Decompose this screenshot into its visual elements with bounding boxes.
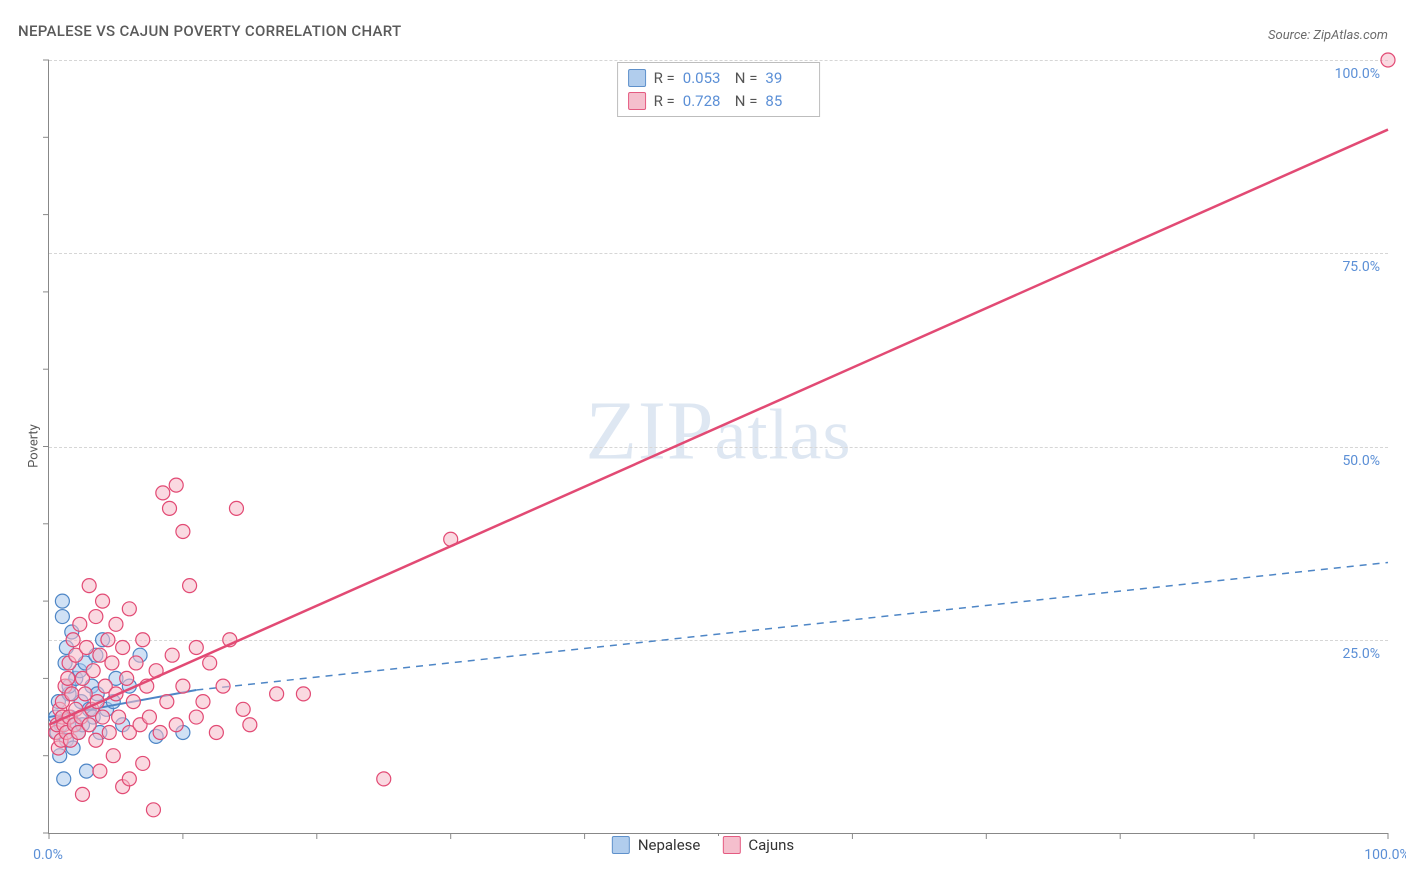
swatch-cajuns — [628, 92, 646, 110]
chart-container: NEPALESE VS CAJUN POVERTY CORRELATION CH… — [0, 0, 1406, 892]
y-tick-label: 25.0% — [1342, 646, 1380, 662]
y-tick-label: 50.0% — [1342, 453, 1380, 469]
stats-row-cajuns: R = 0.728 N = 85 — [628, 90, 810, 113]
scatter-plot-svg — [49, 60, 1388, 833]
x-tick-label-end: 100.0% — [1364, 847, 1406, 863]
r-value-cajuns: 0.728 — [683, 90, 727, 113]
r-label: R = — [654, 67, 675, 90]
n-value-nepalese: 39 — [765, 67, 809, 90]
chart-title: NEPALESE VS CAJUN POVERTY CORRELATION CH… — [18, 22, 401, 40]
n-label: N = — [735, 90, 758, 113]
plot-area: ZIPatlas R = 0.053 N = 39 R = 0.728 N = … — [48, 60, 1388, 834]
legend-label-nepalese: Nepalese — [638, 836, 701, 854]
swatch-nepalese — [612, 836, 630, 854]
correlation-stats-box: R = 0.053 N = 39 R = 0.728 N = 85 — [617, 62, 821, 117]
x-tick-label-start: 0.0% — [33, 847, 63, 863]
r-value-nepalese: 0.053 — [683, 67, 727, 90]
n-value-cajuns: 85 — [765, 90, 809, 113]
source-label: Source: ZipAtlas.com — [1268, 28, 1388, 43]
y-tick-label: 100.0% — [1335, 66, 1380, 82]
n-label: N = — [735, 67, 758, 90]
r-label: R = — [654, 90, 675, 113]
swatch-nepalese — [628, 69, 646, 87]
legend-item-nepalese: Nepalese — [612, 836, 701, 854]
legend-label-cajuns: Cajuns — [748, 836, 794, 854]
stats-row-nepalese: R = 0.053 N = 39 — [628, 67, 810, 90]
swatch-cajuns — [722, 836, 740, 854]
y-tick-label: 75.0% — [1342, 259, 1380, 275]
series-legend: Nepalese Cajuns — [606, 836, 800, 854]
legend-item-cajuns: Cajuns — [722, 836, 794, 854]
y-axis-label: Poverty — [26, 424, 41, 468]
